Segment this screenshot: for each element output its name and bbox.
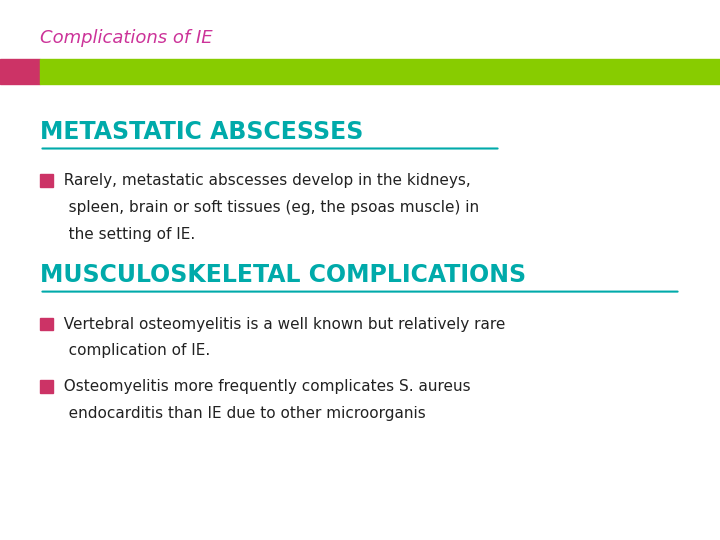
- Text: endocarditis than IE due to other microorganis: endocarditis than IE due to other microo…: [54, 406, 426, 421]
- Bar: [40, 380, 53, 393]
- Bar: [0, 59, 40, 84]
- Text: Osteomyelitis more frequently complicates S. aureus: Osteomyelitis more frequently complicate…: [54, 379, 471, 394]
- Text: complication of IE.: complication of IE.: [54, 343, 210, 359]
- Text: the setting of IE.: the setting of IE.: [54, 227, 195, 242]
- Text: Vertebral osteomyelitis is a well known but relatively rare: Vertebral osteomyelitis is a well known …: [54, 316, 505, 332]
- Text: spleen, brain or soft tissues (eg, the psoas muscle) in: spleen, brain or soft tissues (eg, the p…: [54, 200, 479, 215]
- Bar: [40, 59, 720, 84]
- Text: Complications of IE: Complications of IE: [40, 29, 212, 47]
- Bar: [40, 174, 53, 187]
- Bar: [40, 318, 53, 330]
- Text: METASTATIC ABSCESSES: METASTATIC ABSCESSES: [40, 120, 363, 144]
- Text: Rarely, metastatic abscesses develop in the kidneys,: Rarely, metastatic abscesses develop in …: [54, 173, 471, 188]
- Text: MUSCULOSKELETAL COMPLICATIONS: MUSCULOSKELETAL COMPLICATIONS: [40, 264, 526, 287]
